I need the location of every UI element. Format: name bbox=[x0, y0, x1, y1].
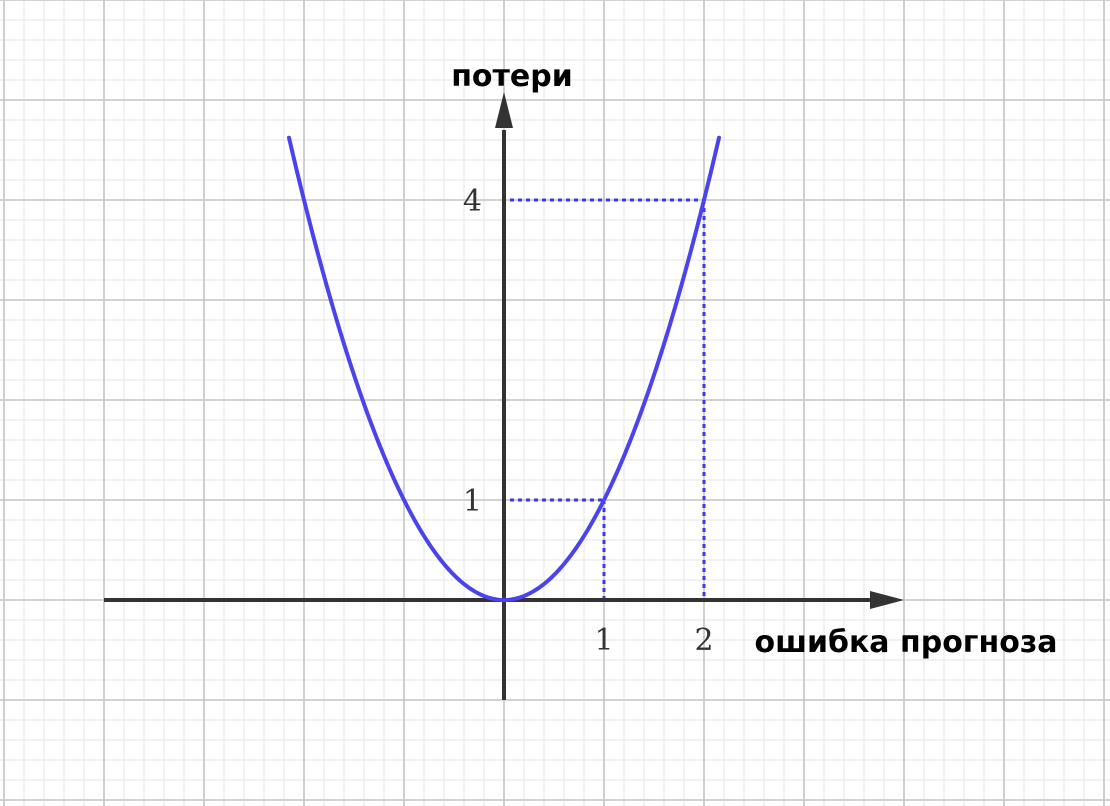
x-axis-label: ошибка прогноза bbox=[755, 625, 1058, 660]
x-tick-label: 2 bbox=[694, 623, 713, 658]
y-axis-label: потери bbox=[451, 59, 573, 94]
parabola-curve bbox=[287, 135, 721, 603]
curve-layer bbox=[287, 135, 721, 603]
y-tick-label: 4 bbox=[463, 184, 482, 219]
tick-labels: 1 2 1 4 bbox=[463, 184, 714, 658]
x-tick-label: 1 bbox=[594, 623, 613, 658]
y-tick-label: 1 bbox=[463, 484, 482, 519]
y-axis-arrow bbox=[495, 92, 513, 128]
guide-lines bbox=[510, 198, 706, 600]
x-axis-arrow bbox=[870, 591, 904, 609]
